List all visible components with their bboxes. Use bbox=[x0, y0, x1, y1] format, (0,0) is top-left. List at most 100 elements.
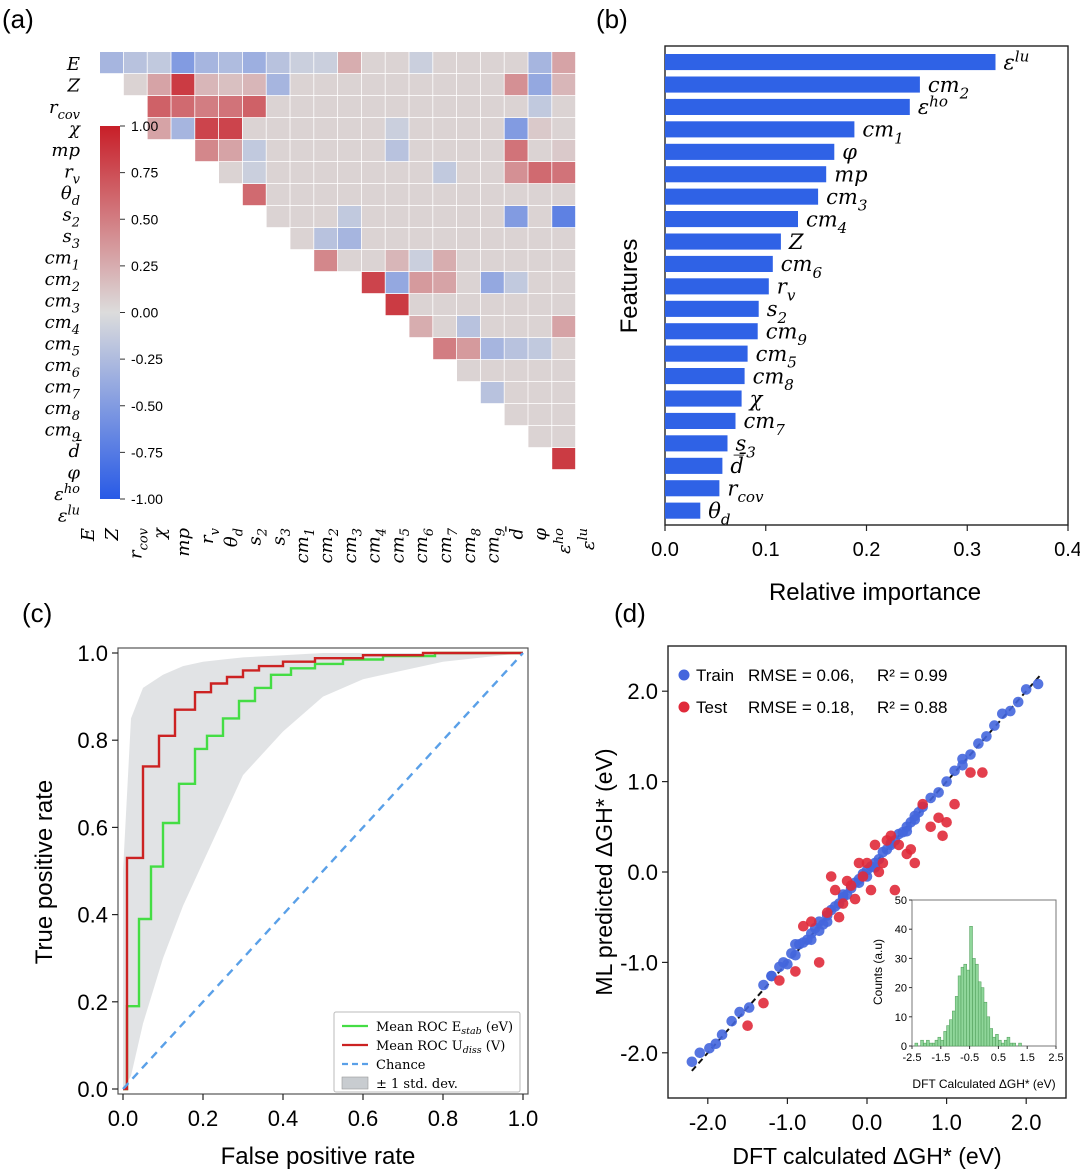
heatmap-cell bbox=[504, 74, 528, 96]
inset-x-tick-label: 0.5 bbox=[991, 1052, 1006, 1064]
heatmap-col-label: rv bbox=[197, 527, 223, 544]
heatmap-cell bbox=[266, 74, 290, 96]
train-point bbox=[989, 720, 1000, 731]
heatmap-cell bbox=[338, 184, 361, 206]
train-point bbox=[909, 814, 921, 825]
train-point bbox=[806, 934, 817, 946]
heatmap-cell bbox=[171, 118, 195, 140]
heatmap-cell bbox=[457, 184, 480, 206]
heatmap-cell bbox=[338, 74, 361, 96]
heatmap-cell bbox=[457, 228, 480, 250]
scatter-x-tick-label: 1.0 bbox=[931, 1110, 962, 1135]
heatmap-cell bbox=[385, 272, 409, 294]
roc-y-tick-label: 0.2 bbox=[77, 990, 108, 1015]
heatmap-cell bbox=[242, 162, 266, 184]
train-point bbox=[1005, 705, 1016, 717]
heatmap-cell bbox=[361, 140, 385, 162]
bar-x-tick-label: 0.4 bbox=[1054, 539, 1080, 561]
heatmap-cell bbox=[552, 316, 576, 338]
heatmap-cell bbox=[338, 96, 361, 118]
train-point bbox=[973, 738, 984, 749]
heatmap-cell bbox=[552, 96, 576, 118]
heatmap-cell bbox=[433, 162, 457, 184]
train-point bbox=[997, 708, 1008, 720]
heatmap-cell bbox=[433, 250, 457, 272]
test-point bbox=[873, 866, 885, 878]
legend-train-marker bbox=[678, 669, 690, 681]
heatmap-cell bbox=[219, 96, 242, 118]
train-point bbox=[782, 958, 793, 970]
heatmap-col-label: s2 bbox=[245, 528, 271, 546]
heatmap-cell bbox=[480, 360, 504, 382]
scatter-x-tick-label: 2.0 bbox=[1011, 1110, 1042, 1135]
heatmap-cell bbox=[361, 250, 385, 272]
colorbar-tick-label: 0.50 bbox=[131, 211, 158, 227]
heatmap-cell bbox=[528, 250, 552, 272]
heatmap-cell bbox=[385, 206, 409, 228]
heatmap-cell bbox=[480, 294, 504, 316]
importance-bar bbox=[665, 255, 773, 272]
heatmap-row-label: φ bbox=[67, 463, 80, 484]
chance-line bbox=[122, 652, 524, 1090]
heatmap-cell bbox=[528, 184, 552, 206]
heatmap-col-label: Z bbox=[102, 528, 123, 542]
heatmap-col-label: cm2 bbox=[316, 528, 342, 563]
heatmap-cell bbox=[195, 52, 219, 74]
histogram-bar bbox=[1009, 1042, 1014, 1047]
test-point bbox=[821, 907, 833, 918]
panel-a-label: (a) bbox=[2, 4, 34, 34]
histogram-bar bbox=[929, 1042, 933, 1047]
roc-y-axis-title: True positive rate bbox=[31, 780, 58, 965]
inset-x-tick-label: 1.5 bbox=[1020, 1052, 1035, 1064]
importance-bar bbox=[665, 300, 759, 317]
test-point bbox=[933, 812, 944, 824]
heatmap-cell bbox=[480, 338, 504, 360]
panel-b-label: (b) bbox=[596, 4, 628, 34]
heatmap-cell bbox=[433, 228, 457, 250]
colorbar-tick-label: -0.25 bbox=[131, 351, 163, 367]
heatmap-cell bbox=[361, 228, 385, 250]
heatmap-cell bbox=[409, 294, 433, 316]
heatmap-row-label: θd bbox=[61, 183, 80, 209]
histogram-bar bbox=[969, 926, 973, 1047]
scatter-y-tick-label: 0.0 bbox=[627, 860, 658, 885]
histogram-bar bbox=[937, 1036, 942, 1047]
test-point bbox=[798, 920, 809, 932]
importance-bar bbox=[665, 345, 748, 362]
scatter-x-tick-label: 0.0 bbox=[852, 1110, 883, 1135]
inset-y-tick-label: 10 bbox=[895, 1012, 907, 1024]
histogram-bar bbox=[975, 963, 979, 1047]
train-point bbox=[766, 970, 777, 982]
importance-bar bbox=[665, 278, 769, 295]
importance-bar bbox=[665, 390, 742, 407]
heatmap-cell bbox=[409, 228, 433, 250]
heatmap-cell bbox=[338, 140, 361, 162]
inset-y-tick-label: 50 bbox=[895, 895, 907, 907]
heatmap-row-labels: EZrcovχmprvθds2s3cm1cm2cm3cm4cm5cm6cm7cm… bbox=[45, 54, 82, 527]
bar-x-axis-title: Relative importance bbox=[769, 579, 981, 606]
histogram-bar bbox=[998, 1039, 1002, 1047]
heatmap-cell bbox=[242, 52, 266, 74]
heatmap-cell bbox=[385, 118, 409, 140]
roc-y-tick-label: 0.0 bbox=[77, 1077, 108, 1102]
heatmap-cell bbox=[528, 294, 552, 316]
roc-y-tick-label: 0.6 bbox=[77, 815, 108, 840]
heatmap-cell bbox=[504, 250, 528, 272]
train-point bbox=[1032, 678, 1044, 690]
panel-d-label: (d) bbox=[614, 598, 646, 628]
heatmap-cell bbox=[361, 96, 385, 118]
bar-feature-label: d̄ bbox=[730, 453, 746, 479]
importance-bar bbox=[665, 457, 723, 474]
test-point bbox=[917, 798, 928, 810]
colorbar-tick-label: 0.25 bbox=[131, 258, 158, 274]
heatmap-cell bbox=[338, 118, 361, 140]
heatmap-cell bbox=[504, 206, 528, 228]
heatmap-cell bbox=[338, 162, 361, 184]
bar-feature-label: cm5 bbox=[756, 342, 797, 372]
heatmap-cell bbox=[290, 96, 314, 118]
train-point bbox=[726, 1015, 737, 1027]
heatmap-cell bbox=[528, 118, 552, 140]
colorbar-tick-label: -0.50 bbox=[131, 398, 163, 414]
heatmap-col-label: cm6 bbox=[411, 528, 437, 563]
heatmap-cell bbox=[409, 184, 433, 206]
